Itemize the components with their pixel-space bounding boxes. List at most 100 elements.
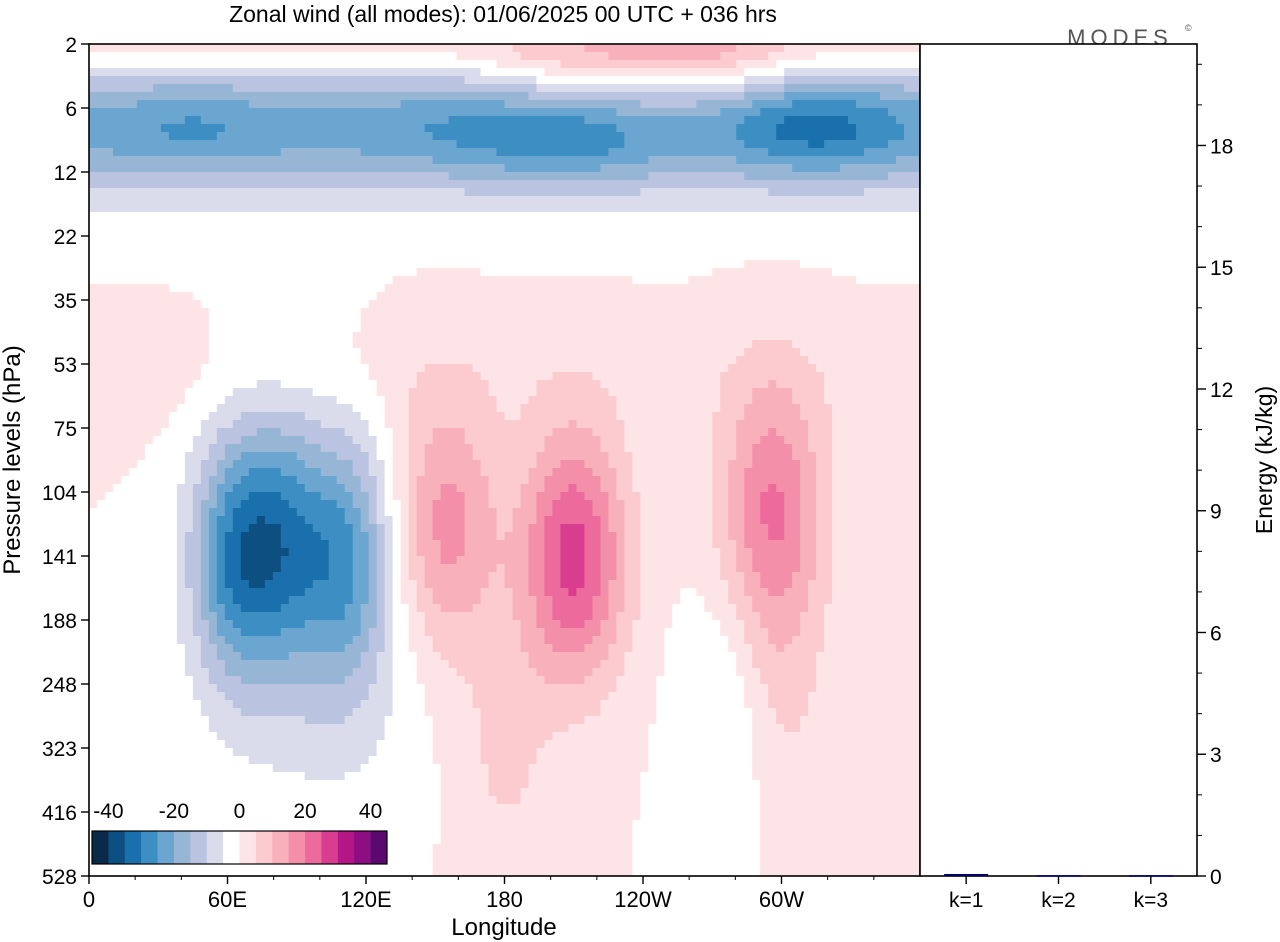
field-cell	[304, 172, 314, 181]
field-cell	[528, 380, 538, 389]
field-cell	[392, 156, 402, 165]
field-cell	[536, 76, 546, 85]
field-cell	[104, 404, 114, 413]
field-cell	[744, 92, 753, 101]
field-cell	[536, 308, 546, 317]
field-cell	[816, 412, 825, 421]
field-cell	[89, 148, 98, 157]
field-cell	[800, 412, 809, 421]
field-cell	[912, 348, 920, 357]
field-cell	[576, 228, 585, 237]
field-cell	[296, 388, 306, 397]
field-cell	[560, 92, 570, 101]
field-cell	[848, 276, 857, 285]
field-cell	[816, 348, 825, 357]
field-cell	[232, 404, 242, 413]
field-cell	[584, 140, 593, 149]
field-cell	[760, 204, 769, 213]
field-cell	[160, 212, 170, 221]
field-cell	[120, 132, 130, 141]
field-cell	[872, 348, 881, 357]
field-cell	[232, 228, 242, 237]
field-cell	[824, 204, 833, 213]
field-cell	[480, 148, 490, 157]
field-cell	[592, 332, 601, 341]
field-cell	[592, 156, 601, 165]
field-cell	[264, 100, 274, 109]
field-cell	[560, 148, 570, 157]
field-cell	[368, 44, 378, 53]
field-cell	[520, 156, 530, 165]
field-cell	[96, 348, 106, 357]
field-cell	[736, 156, 745, 165]
field-cell	[536, 420, 546, 429]
field-cell	[880, 420, 889, 429]
field-cell	[160, 60, 170, 69]
field-cell	[256, 84, 266, 93]
field-cell	[184, 300, 194, 309]
field-cell	[168, 284, 178, 293]
field-cell	[752, 116, 761, 125]
field-cell	[624, 284, 633, 293]
field-cell	[712, 284, 721, 293]
field-cell	[280, 92, 290, 101]
field-cell	[680, 228, 689, 237]
field-cell	[728, 300, 737, 309]
field-cell	[256, 140, 266, 149]
field-cell	[344, 204, 354, 213]
field-cell	[360, 356, 370, 365]
field-cell	[728, 124, 737, 133]
field-cell	[144, 108, 154, 117]
field-cell	[160, 52, 170, 61]
field-cell	[768, 412, 777, 421]
field-cell	[280, 340, 290, 349]
field-cell	[704, 252, 713, 261]
field-cell	[520, 292, 530, 301]
field-cell	[640, 116, 649, 125]
field-cell	[280, 204, 290, 213]
field-cell	[536, 92, 546, 101]
field-cell	[128, 308, 138, 317]
field-cell	[376, 268, 386, 277]
field-cell	[168, 268, 178, 277]
field-cell	[664, 100, 673, 109]
field-cell	[848, 140, 857, 149]
field-cell	[880, 292, 889, 301]
field-cell	[376, 324, 386, 333]
field-cell	[760, 412, 769, 421]
field-cell	[488, 276, 498, 285]
field-cell	[752, 308, 761, 317]
field-cell	[912, 204, 920, 213]
field-cell	[112, 164, 122, 173]
field-cell	[672, 140, 681, 149]
field-cell	[552, 332, 562, 341]
field-cell	[864, 76, 873, 85]
field-cell	[680, 340, 689, 349]
field-cell	[576, 172, 585, 181]
field-cell	[168, 52, 178, 61]
field-cell	[744, 228, 753, 237]
field-cell	[176, 196, 186, 205]
field-cell	[240, 340, 250, 349]
field-cell	[696, 108, 705, 117]
field-cell	[648, 292, 657, 301]
field-cell	[720, 220, 729, 229]
field-cell	[552, 76, 562, 85]
field-cell	[760, 124, 769, 133]
field-cell	[680, 52, 689, 61]
field-cell	[192, 220, 202, 229]
field-cell	[304, 44, 314, 53]
field-cell	[288, 228, 298, 237]
field-cell	[528, 132, 538, 141]
field-cell	[704, 396, 713, 405]
field-cell	[232, 164, 242, 173]
field-cell	[664, 332, 673, 341]
field-cell	[872, 228, 881, 237]
field-cell	[816, 404, 825, 413]
field-cell	[208, 372, 218, 381]
field-cell	[248, 324, 258, 333]
field-cell	[256, 420, 266, 429]
field-cell	[128, 260, 138, 269]
field-cell	[848, 348, 857, 357]
field-cell	[328, 380, 338, 389]
